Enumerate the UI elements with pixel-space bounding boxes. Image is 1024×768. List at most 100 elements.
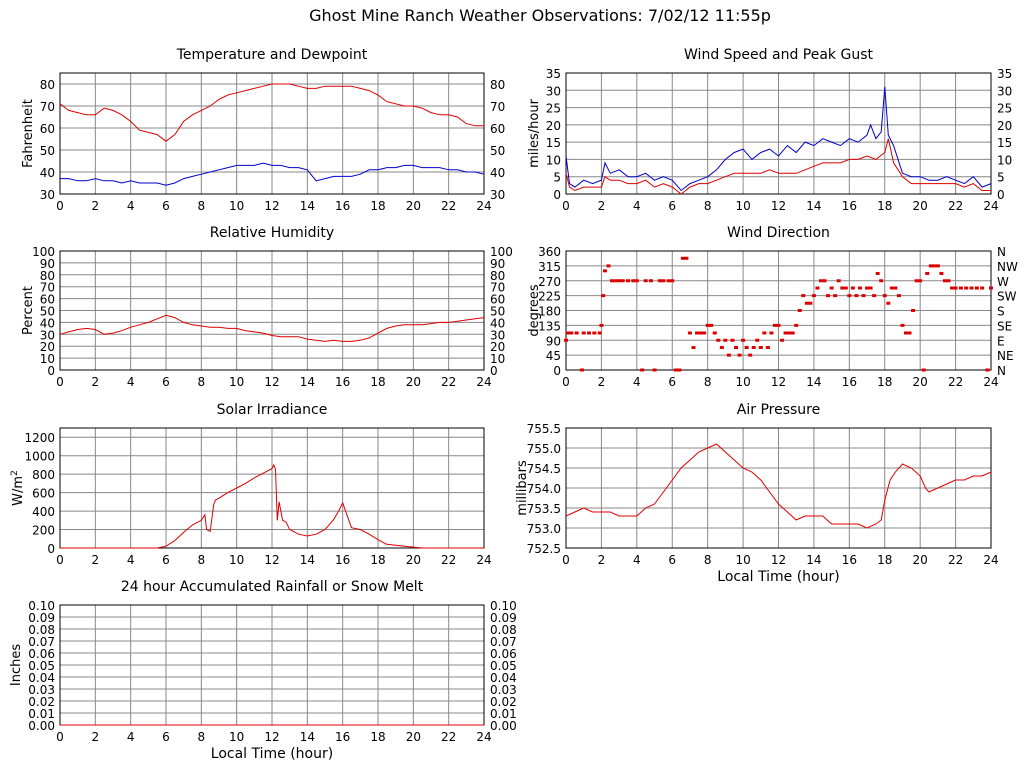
temp-right-tick-label: 40 [490,166,505,180]
solar-ytick-label: 400 [32,505,55,519]
wdir-xtick-label: 12 [771,375,786,389]
pressure-ytick-label: 753.5 [527,502,561,516]
wdir-point [964,286,969,290]
wdir-point [819,279,823,283]
wind-right-tick-label: 30 [997,84,1012,98]
wdir-point [808,301,813,305]
wdir-point [716,338,721,342]
temp-ytick-label: 50 [40,144,55,158]
solar-ytick-label: 200 [32,524,55,538]
temp-xtick-label: 24 [476,199,491,213]
solar-ytick-label: 1200 [24,431,55,445]
wdir-point [765,346,770,350]
wdir-point [579,368,584,372]
wdir-point [581,331,586,335]
pressure-series-red-line [565,443,992,529]
pressure-xtick-label: 20 [913,553,928,567]
rain-right-tick-label: 0.07 [490,635,517,649]
pressure-xtick-label: 6 [668,553,676,567]
rain-right-tick-label: 0.03 [490,683,517,697]
wdir-ytick-label: 315 [538,260,561,274]
wind-xtick-label: 6 [668,199,676,213]
solar-series-red-line [60,463,484,549]
wdir-point [734,346,738,350]
solar-xtick-label: 2 [92,553,100,567]
wdir-point [602,269,607,273]
solar-frame [59,427,485,549]
rain-xlabel: Local Time (hour) [211,746,333,762]
wdir-right-tick-label: N [997,364,1006,378]
rain-ytick-label: 0.07 [28,635,55,649]
pressure-xlabel: Local Time (hour) [717,569,839,585]
wind-xtick-label: 16 [842,199,857,213]
rh-right-tick-label: 10 [490,352,505,366]
wdir-point [857,286,862,290]
wdir-point [565,331,570,335]
wdir-point [677,368,682,372]
wind-xtick-label: 22 [948,199,963,213]
temp-xtick-label: 2 [92,199,100,213]
rh-xtick-label: 2 [92,375,100,389]
rh-right-tick-label: 50 [490,305,505,319]
pressure-ylabel: millibars [515,460,530,516]
wdir-point [794,323,799,327]
solar-xtick-label: 4 [127,553,135,567]
wind-ytick-label: 30 [546,84,561,98]
wdir-point [680,256,685,260]
solar-xtick-label: 8 [198,553,206,567]
wdir-point [801,294,806,298]
wdir-point [601,294,606,298]
wdir-point [657,279,662,283]
rh-right-tick-label: 80 [490,269,505,283]
pressure-xtick-label: 2 [598,553,606,567]
wdir-right-tick-label: SW [997,290,1017,304]
rh-xtick-label: 12 [264,375,279,389]
wdir-point [661,279,666,283]
pressure-ytick-label: 755.0 [527,442,561,456]
wdir-point [953,286,958,290]
wdir-point [666,279,671,283]
rh-right-tick-label: 100 [490,245,513,259]
wind-xtick-label: 18 [877,199,892,213]
wdir-point [730,338,735,342]
wdir-xtick-label: 10 [735,375,750,389]
pressure-xtick-label: 24 [983,553,998,567]
pressure-title: Air Pressure [737,402,820,418]
pressure-xtick-label: 16 [842,553,857,567]
wdir-point [597,331,602,335]
wdir-point [606,264,611,268]
temp-right-tick-label: 70 [490,100,505,114]
temp-right-tick-label: 80 [490,78,505,92]
rh-xtick-label: 22 [441,375,456,389]
wind-right-tick-label: 20 [997,119,1012,133]
wdir-point [928,264,933,268]
rain-xtick-label: 14 [300,730,315,744]
rh-ytick-label: 90 [40,257,55,271]
wdir-point [564,338,568,342]
wdir-point [625,279,630,283]
wdir-point [741,338,746,342]
rh-right-tick-label: 70 [490,281,505,295]
temp-ytick-label: 30 [40,188,55,202]
wind-frame [565,72,992,195]
rain-right-tick-label: 0.09 [490,611,517,625]
rh-series-red-line [59,314,485,342]
pressure-ytick-label: 754.0 [527,482,561,496]
wdir-point [889,286,894,290]
wind-right-tick-label: 0 [997,188,1005,202]
wdir-point [875,271,880,275]
solar-ytick-label: 1000 [24,450,55,464]
wind-right-tick-label: 15 [997,136,1012,150]
wdir-point [787,331,792,335]
pressure-xtick-label: 10 [735,553,750,567]
pressure-xtick-label: 22 [948,553,963,567]
rh-ytick-label: 60 [40,293,55,307]
wind-right-tick-label: 35 [997,67,1012,81]
wdir-xtick-label: 20 [913,375,928,389]
rh-right-tick-label: 90 [490,257,505,271]
wdir-point [698,331,703,335]
wind-xtick-label: 20 [913,199,928,213]
wind-right-tick-label: 25 [997,102,1012,116]
rh-xtick-label: 16 [335,375,350,389]
